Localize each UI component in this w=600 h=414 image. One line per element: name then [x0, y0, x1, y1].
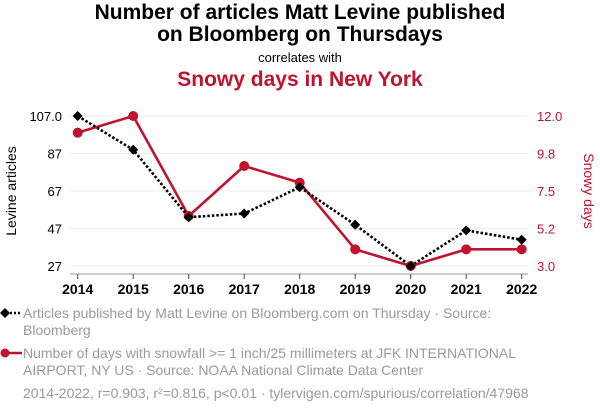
- data-point-articles: [350, 219, 361, 230]
- y-tick-label-right: 12.0: [537, 109, 562, 124]
- chart-title-line1: Number of articles Matt Levine published: [94, 1, 506, 24]
- line-chart: 2014 2015 2016 2017 2018 2019 2020 2021 2022 107.…: [3, 109, 597, 297]
- data-point-articles: [405, 261, 416, 271]
- data-point-articles: [294, 182, 305, 193]
- data-point-snowy-days: [516, 244, 527, 255]
- legend-marker-diamond-icon: [0, 308, 21, 318]
- y-axis-label-right: Snowy days: [581, 153, 597, 228]
- data-point-articles: [239, 208, 250, 219]
- x-tick-label: 2018: [284, 281, 315, 297]
- chart-subtitle: correlates with: [258, 50, 342, 65]
- legend-label-snowy-days: Number of days with snowfall >= 1 inch/2…: [23, 345, 516, 378]
- chart-title: Number of articles Matt Levine published…: [0, 2, 600, 46]
- x-tick-label: 2021: [451, 281, 482, 297]
- y-tick-label-right: 9.8: [537, 147, 555, 162]
- chart-title-line2: on Bloomberg on Thursdays: [157, 23, 443, 46]
- data-point-articles: [72, 111, 83, 121]
- legend-item-snowy-days: Number of days with snowfall >= 1 inch/2…: [0, 345, 543, 379]
- y-axis-label-left: Levine articles: [3, 146, 19, 236]
- y-tick-label-left: 67: [48, 184, 62, 199]
- legend-marker-circle-icon: [0, 348, 22, 358]
- data-point-snowy-days: [239, 161, 250, 171]
- tick-labels: 2014 2015 2016 2017 2018 2019 2020 2021 2022 107.…: [29, 109, 562, 297]
- data-point-articles: [461, 225, 472, 236]
- y-tick-label-left: 47: [48, 222, 62, 237]
- series-markers: [72, 111, 527, 271]
- legend-item-articles: Articles published by Matt Levine on Blo…: [0, 305, 543, 339]
- y-tick-label-right: 5.2: [537, 222, 555, 237]
- y-tick-label-left: 27: [48, 259, 62, 274]
- y-tick-label-right: 3.0: [537, 259, 555, 274]
- x-tick-label: 2022: [506, 281, 537, 297]
- y-tick-label-left: 107.0: [29, 109, 62, 124]
- x-tick-label: 2019: [340, 281, 371, 297]
- axes: [70, 273, 528, 279]
- data-point-snowy-days: [350, 244, 361, 255]
- legend: Articles published by Matt Levine on Blo…: [0, 305, 600, 385]
- chart-title-secondary: Snowy days in New York: [177, 68, 423, 91]
- y-tick-label-right: 7.5: [537, 184, 555, 199]
- x-tick-label: 2016: [173, 281, 204, 297]
- x-tick-label: 2017: [229, 281, 260, 297]
- data-point-articles: [183, 212, 194, 223]
- legend-label-articles: Articles published by Matt Levine on Blo…: [23, 305, 492, 338]
- data-point-articles: [128, 144, 139, 155]
- data-point-snowy-days: [72, 127, 83, 138]
- x-tick-label: 2014: [62, 281, 93, 297]
- data-point-snowy-days: [461, 244, 472, 255]
- x-tick-label: 2015: [118, 281, 149, 297]
- x-tick-label: 2020: [395, 281, 426, 297]
- data-point-snowy-days: [128, 111, 139, 121]
- footer-stats: 2014-2022, r=0.903, r²=0.816, p<0.01 · t…: [23, 385, 529, 401]
- data-point-articles: [516, 234, 527, 245]
- y-tick-label-left: 87: [48, 147, 62, 162]
